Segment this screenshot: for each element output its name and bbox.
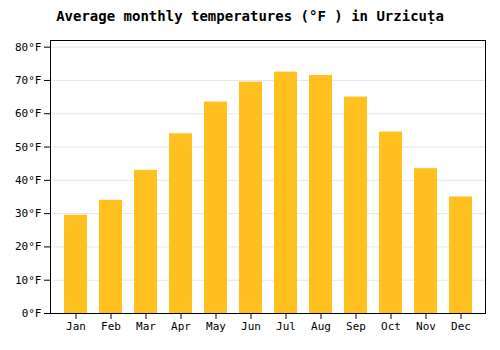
- svg-text:20°F: 20°F: [15, 240, 42, 253]
- svg-text:40°F: 40°F: [15, 174, 42, 187]
- svg-text:0°F: 0°F: [22, 307, 42, 320]
- svg-text:Mar: Mar: [136, 320, 156, 333]
- svg-text:60°F: 60°F: [15, 107, 42, 120]
- svg-text:Nov: Nov: [416, 320, 436, 333]
- svg-text:Jan: Jan: [66, 320, 86, 333]
- svg-text:Feb: Feb: [101, 320, 121, 333]
- svg-text:Apr: Apr: [171, 320, 191, 333]
- svg-text:70°F: 70°F: [15, 74, 42, 87]
- svg-text:10°F: 10°F: [15, 274, 42, 287]
- svg-text:Sep: Sep: [346, 320, 366, 333]
- html-text:Average monthly temperatures (: Average monthly temperatures (°F ) in Ur…: [56, 8, 444, 24]
- svg-text:Dec: Dec: [451, 320, 471, 333]
- svg-text:80°F: 80°F: [15, 41, 42, 54]
- svg-text:Aug: Aug: [311, 320, 331, 333]
- svg-text:Jul: Jul: [276, 320, 296, 333]
- svg-text:Jun: Jun: [241, 320, 261, 333]
- svg-text:Oct: Oct: [381, 320, 401, 333]
- svg-text:50°F: 50°F: [15, 141, 42, 154]
- svg-text:30°F: 30°F: [15, 207, 42, 220]
- svg-text:May: May: [206, 320, 226, 333]
